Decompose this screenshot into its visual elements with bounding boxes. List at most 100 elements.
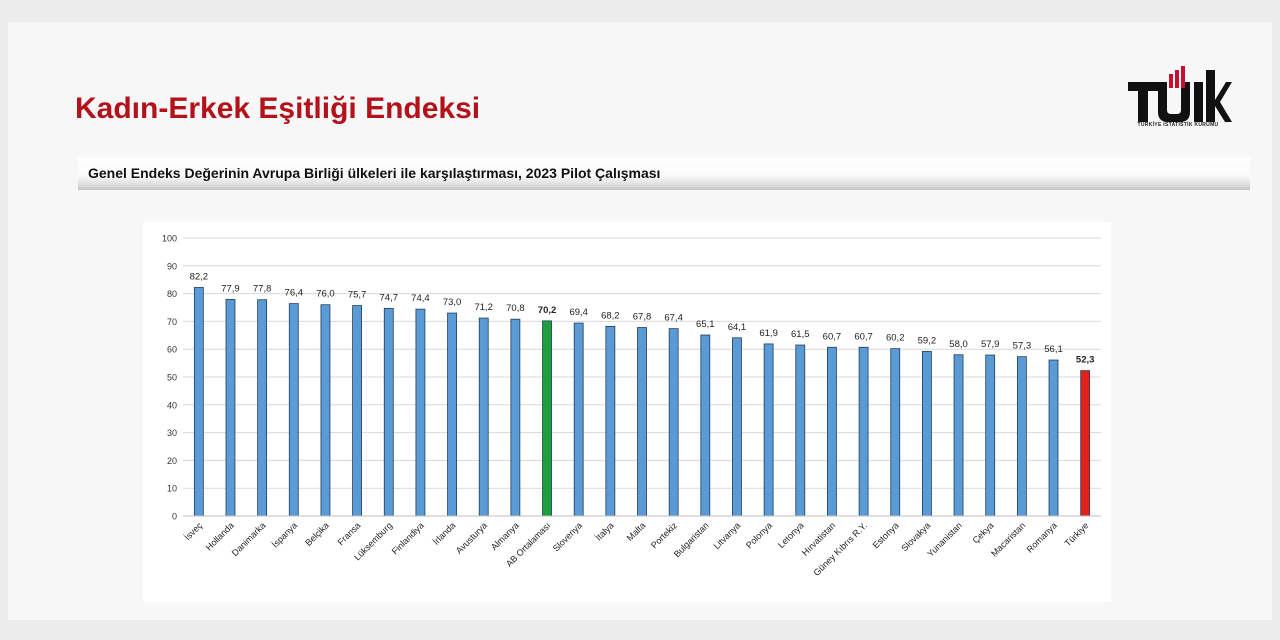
- x-tick-label: Almanya: [489, 520, 521, 552]
- data-label: 60,2: [886, 333, 905, 344]
- data-label: 52,3: [1076, 355, 1095, 366]
- data-label: 77,8: [253, 284, 272, 295]
- data-label: 74,4: [411, 293, 430, 304]
- x-tick-label: Fransa: [336, 520, 363, 547]
- data-label: 71,2: [474, 302, 493, 313]
- data-label: 67,4: [664, 313, 683, 324]
- data-label: 57,9: [981, 339, 1000, 350]
- data-label: 58,0: [949, 339, 968, 350]
- bar: [257, 299, 268, 517]
- data-label: 74,7: [380, 292, 399, 303]
- bar: [352, 305, 363, 517]
- x-tick-label: İsveç: [182, 520, 204, 542]
- data-label: 76,4: [285, 288, 304, 299]
- bar: [827, 346, 837, 517]
- x-tick-label: Malta: [625, 520, 648, 543]
- bar: [763, 343, 774, 517]
- data-label: 57,3: [1013, 341, 1032, 352]
- y-tick-label: 100: [162, 234, 177, 244]
- bar: [447, 312, 457, 517]
- data-label: 60,7: [854, 331, 873, 342]
- x-tick-label: Hollanda: [204, 520, 236, 552]
- x-tick-label: Yunanistan: [925, 520, 964, 559]
- bar: [858, 346, 869, 517]
- x-tick-label: Avusturya: [454, 520, 489, 555]
- data-label: 73,0: [443, 297, 462, 308]
- data-label: 82,2: [190, 271, 209, 282]
- bar: [193, 287, 204, 517]
- subtitle-bar: Genel Endeks Değerinin Avrupa Birliği ül…: [78, 158, 1250, 190]
- data-label: 60,7: [823, 331, 842, 342]
- bar: [415, 308, 426, 517]
- x-tick-label: Estonya: [871, 520, 901, 550]
- bar-chart: 0 10 20 30 40 50 60 70 80 90 100 82,2 İsveç 77,9 Holla…: [162, 234, 1101, 578]
- data-label: 64,1: [728, 322, 747, 333]
- y-tick-label: 30: [167, 428, 177, 438]
- bar: [320, 304, 331, 517]
- y-tick-label: 50: [167, 373, 177, 383]
- bar: [953, 354, 964, 517]
- x-tick-label: Belçika: [303, 520, 331, 548]
- bar: [637, 327, 647, 517]
- y-tick-label: 0: [172, 512, 177, 522]
- y-tick-label: 20: [167, 456, 177, 466]
- bar: [732, 337, 742, 517]
- y-tick-label: 40: [167, 400, 177, 410]
- chart-subtitle: Genel Endeks Değerinin Avrupa Birliği ül…: [88, 165, 661, 181]
- x-tick-label: İspanya: [270, 520, 299, 549]
- chart-panel: 0 10 20 30 40 50 60 70 80 90 100 82,2 İsveç 77,9 Holla…: [143, 222, 1111, 602]
- tuik-logo: [1128, 66, 1232, 122]
- data-label: 67,8: [633, 312, 652, 323]
- x-tick-label: Çekya: [971, 520, 996, 545]
- data-label: 61,9: [759, 328, 778, 339]
- x-tick-label: Romanya: [1025, 520, 1059, 554]
- bar: [573, 322, 584, 517]
- bar: [1016, 356, 1027, 517]
- data-label: 59,2: [918, 335, 937, 346]
- x-tick-label: Slovakya: [899, 520, 932, 553]
- bar: [700, 334, 711, 517]
- bar: [605, 326, 616, 517]
- bar: [1080, 370, 1091, 517]
- x-tick-label: Güney Kıbrıs R.Y.: [811, 520, 869, 578]
- bar: [478, 317, 489, 517]
- x-tick-label: Macaristan: [989, 520, 1027, 558]
- y-tick-label: 70: [167, 317, 177, 327]
- data-label: 77,9: [221, 283, 240, 294]
- data-label: 69,4: [569, 307, 588, 318]
- data-label: 68,2: [601, 310, 620, 321]
- y-tick-label: 60: [167, 345, 177, 355]
- bar: [985, 354, 996, 517]
- bar: [383, 307, 394, 517]
- page-title: Kadın-Erkek Eşitliği Endeksi: [75, 92, 481, 125]
- bar: [288, 303, 299, 517]
- x-tick-label: İrlanda: [431, 520, 458, 547]
- x-tick-label: Slovenya: [551, 520, 584, 553]
- x-tick-label: Danimarka: [230, 520, 268, 558]
- data-label: 70,2: [538, 305, 557, 316]
- data-label: 65,1: [696, 319, 715, 330]
- data-label: 56,1: [1044, 344, 1063, 355]
- x-tick-label: Finlandiya: [390, 520, 426, 556]
- y-tick-label: 80: [167, 289, 177, 299]
- data-label: 61,5: [791, 329, 810, 340]
- bar: [890, 348, 901, 517]
- x-tick-label: İtalya: [593, 520, 615, 542]
- bar: [1048, 359, 1059, 517]
- data-label: 76,0: [316, 289, 335, 300]
- bar: [510, 318, 521, 517]
- data-label: 70,8: [506, 303, 524, 314]
- x-tick-label: Türkiye: [1063, 520, 1091, 548]
- bar: [921, 351, 932, 517]
- bar: [225, 299, 236, 517]
- logo-subtext: TÜRKİYE İSTATİSTİK KURUMU: [1137, 122, 1219, 128]
- x-tick-label: Polonya: [744, 520, 774, 550]
- y-tick-label: 10: [167, 484, 177, 494]
- bar: [542, 320, 552, 517]
- data-label: 75,7: [348, 290, 367, 301]
- bar: [795, 344, 806, 517]
- y-tick-label: 90: [167, 261, 177, 271]
- bar: [668, 328, 679, 517]
- x-tick-label: Portekiz: [649, 520, 679, 550]
- x-tick-label: Litvanya: [712, 520, 743, 551]
